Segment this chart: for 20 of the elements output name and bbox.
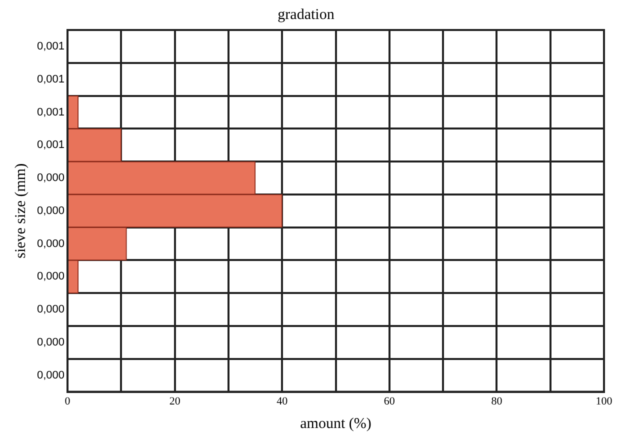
y-tick-label: 0,001 (36, 139, 65, 152)
y-tick-label: 0,001 (36, 73, 65, 86)
y-tick-label: 0,000 (36, 238, 65, 250)
y-axis-title: sieve size (mm) (12, 163, 29, 258)
x-tick-label: 80 (491, 395, 503, 408)
y-tick-label: 0,000 (36, 336, 65, 348)
y-tick-label: 0,001 (36, 106, 65, 118)
y-tick-label: 0,000 (36, 369, 65, 382)
chart-title: gradation (278, 6, 335, 23)
x-axis-title: amount (%) (300, 416, 372, 432)
x-tick-label: 20 (169, 395, 181, 408)
y-tick-label: 0,000 (36, 304, 65, 316)
y-tick-label: 0,000 (36, 172, 65, 184)
y-tick-label: 0,000 (36, 204, 65, 217)
x-tick-label: 100 (596, 395, 613, 408)
x-tick-label: 40 (276, 395, 288, 408)
x-tick-label: 0 (64, 395, 71, 408)
y-tick-label: 0,001 (36, 40, 65, 52)
x-tick-label: 60 (384, 395, 396, 408)
y-tick-label: 0,000 (36, 270, 65, 283)
